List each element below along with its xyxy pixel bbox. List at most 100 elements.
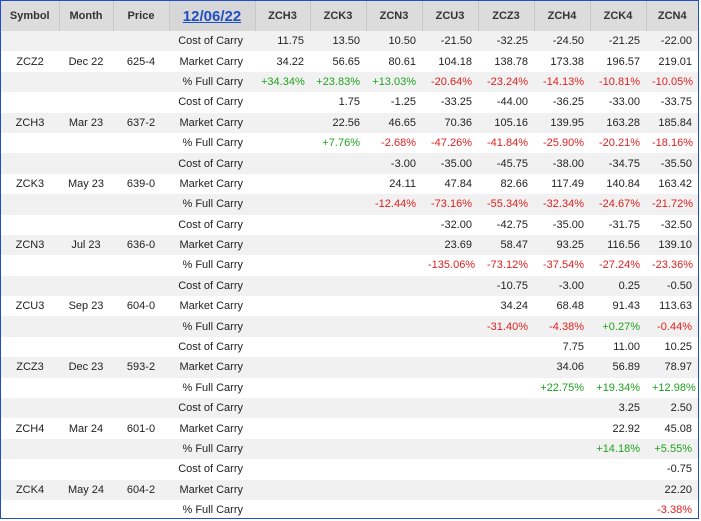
- month-cell: May 24: [59, 479, 113, 500]
- value-cell: [422, 378, 478, 398]
- value-cell: 56.65: [332, 55, 360, 68]
- table-row: ZCU3 Sep 23 604-0 Market Carry 34.24 68.48 91.…: [1, 296, 698, 316]
- price-cell: 604-2: [113, 479, 169, 500]
- row-label: Cost of Carry: [169, 275, 255, 297]
- table-row: ZCK4 May 24 604-2 Market Carry 22.20: [1, 479, 698, 500]
- row-label: Cost of Carry: [169, 31, 255, 52]
- value-cell: [255, 459, 310, 479]
- value-cell: [534, 479, 590, 500]
- value-cell: 104.18: [438, 55, 472, 68]
- value-cell: [255, 255, 310, 275]
- value-cell: -24.67%: [590, 194, 646, 215]
- value-cell: [310, 234, 366, 256]
- value-cell: [366, 398, 422, 419]
- header-col-zcu3[interactable]: ZCU3: [422, 1, 479, 31]
- price-cell: [113, 438, 169, 460]
- header-col-zcn4[interactable]: ZCN4: [646, 1, 698, 31]
- value-cell: [590, 479, 646, 500]
- value-cell: -18.16%: [652, 137, 693, 150]
- value-cell: [310, 153, 366, 174]
- value-cell: -0.44%: [646, 316, 698, 337]
- value-cell: [366, 275, 422, 297]
- value-cell: -20.21%: [599, 137, 640, 150]
- value-cell: [422, 398, 478, 419]
- header-date[interactable]: 12/06/22: [169, 1, 256, 31]
- symbol-cell: ZCZ3: [1, 357, 59, 378]
- value-cell: +19.34%: [596, 381, 640, 394]
- table-body: Cost of Carry 11.75 13.50 10.50 -21.50 -32.25…: [1, 31, 698, 520]
- value-cell: [366, 255, 422, 275]
- value-cell: 113.63: [659, 300, 692, 313]
- value-cell: 93.25: [534, 234, 590, 256]
- value-cell: [478, 438, 534, 460]
- table-row: % Full Carry +34.34% +23.83% +13.03% -20.64%…: [1, 71, 698, 93]
- header-month[interactable]: Month: [59, 1, 114, 31]
- symbol-cell: [1, 194, 59, 215]
- header-col-zck4[interactable]: ZCK4: [590, 1, 647, 31]
- value-cell: -3.00: [366, 153, 422, 174]
- value-cell: -2.68%: [381, 137, 416, 150]
- price-cell: 593-2: [113, 357, 169, 378]
- table-row: ZCZ3 Dec 23 593-2 Market Carry 34.06 56.89 78.…: [1, 357, 698, 378]
- value-cell: -10.75: [478, 275, 534, 297]
- value-cell: [255, 133, 310, 153]
- value-cell: 80.61: [388, 55, 416, 68]
- value-cell: [478, 337, 534, 357]
- value-cell: [255, 398, 310, 419]
- header-symbol[interactable]: Symbol: [1, 1, 60, 31]
- row-label: % Full Carry: [169, 194, 255, 215]
- value-cell: -33.75: [660, 96, 692, 109]
- value-cell: -55.34%: [478, 194, 534, 215]
- value-cell: -10.05%: [646, 71, 698, 93]
- value-cell: [478, 378, 534, 398]
- price-cell: [113, 275, 169, 297]
- header-col-zch3[interactable]: ZCH3: [255, 1, 311, 31]
- symbol-cell: [1, 438, 59, 460]
- value-cell: [478, 479, 534, 500]
- value-cell: [422, 479, 478, 500]
- value-cell: [534, 418, 590, 438]
- value-cell: -38.00: [534, 153, 590, 174]
- value-cell: 82.66: [500, 177, 528, 190]
- row-label: Market Carry: [169, 112, 255, 133]
- table-row: Cost of Carry 11.75 13.50 10.50 -21.50 -32.25…: [1, 31, 698, 52]
- symbol-cell: [1, 337, 59, 357]
- value-cell: 22.56: [310, 112, 366, 133]
- value-cell: 10.50: [366, 31, 422, 52]
- price-cell: 639-0: [126, 177, 156, 190]
- value-cell: -25.90%: [543, 137, 584, 150]
- row-label: Market Carry: [179, 422, 243, 435]
- value-cell: [366, 438, 422, 460]
- price-cell: 601-0: [126, 422, 156, 435]
- value-cell: -1.25: [390, 96, 416, 109]
- value-cell: -35.00: [552, 218, 584, 231]
- value-cell: -14.13%: [534, 71, 590, 93]
- table-row: ZCH4 Mar 24 601-0 Market Carry 22.92 45.08: [1, 418, 698, 438]
- row-label: % Full Carry: [182, 504, 243, 517]
- header-col-zck3[interactable]: ZCK3: [310, 1, 367, 31]
- value-cell: [310, 316, 366, 337]
- value-cell: [366, 337, 422, 357]
- symbol-cell: ZCH4: [15, 422, 45, 435]
- value-cell: -47.26%: [431, 137, 472, 150]
- header-col-zch4[interactable]: ZCH4: [534, 1, 591, 31]
- row-label: Cost of Carry: [169, 153, 255, 174]
- header-price[interactable]: Price: [113, 1, 170, 31]
- value-cell: [366, 459, 422, 479]
- value-cell: -32.00: [440, 218, 472, 231]
- value-cell: [478, 459, 534, 479]
- header-col-zcn3[interactable]: ZCN3: [366, 1, 423, 31]
- price-cell: [113, 153, 169, 174]
- value-cell: [366, 296, 422, 316]
- table-row: ZCK3 May 23 639-0 Market Carry 24.11 47.84 82.…: [1, 174, 698, 194]
- month-cell: [59, 133, 113, 153]
- value-cell: -44.00: [496, 96, 528, 109]
- row-label: Cost of Carry: [178, 341, 243, 354]
- value-cell: -21.50: [422, 31, 478, 52]
- value-cell: [255, 296, 310, 316]
- value-cell: -32.50: [660, 218, 692, 231]
- header-col-zcz3[interactable]: ZCZ3: [478, 1, 535, 31]
- month-cell: [59, 438, 113, 460]
- value-cell: 34.22: [276, 55, 304, 68]
